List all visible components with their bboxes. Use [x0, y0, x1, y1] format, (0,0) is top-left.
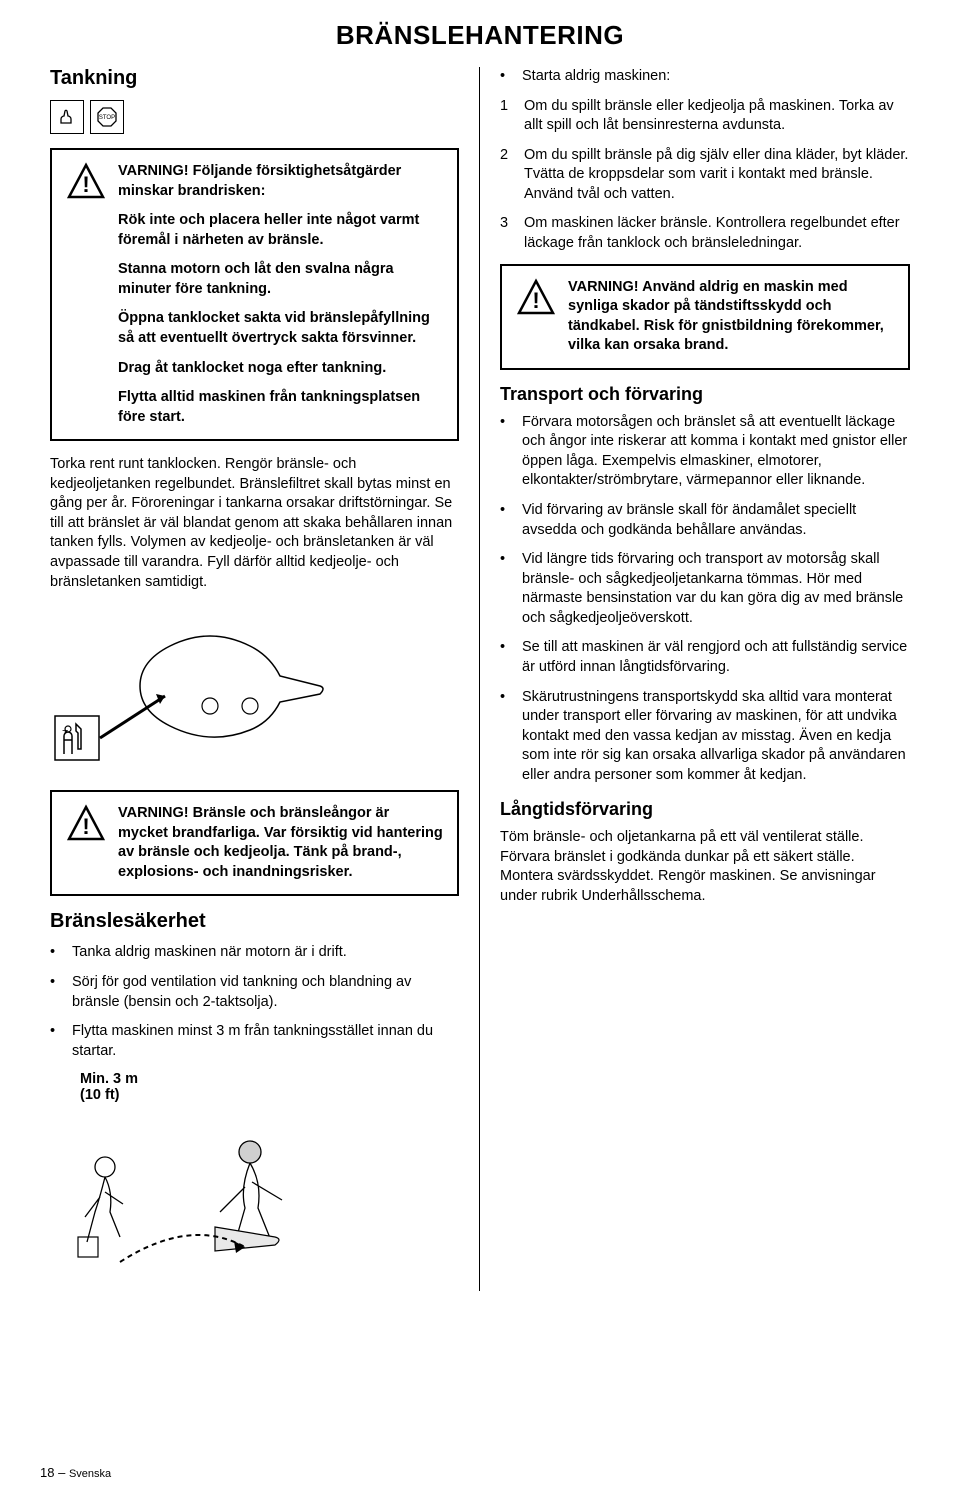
warning-triangle-icon: !	[66, 162, 106, 202]
list-item: Vid förvaring av bränsle skall för ändam…	[500, 501, 910, 540]
warning1-p5: Flytta alltid maskinen från tankningspla…	[118, 388, 443, 427]
warning1-p3: Öppna tanklocket sakta vid bränslepåfyll…	[118, 309, 443, 348]
warning1-p2: Stanna motorn och låt den svalna några m…	[118, 260, 443, 299]
list-item: 1 Om du spillt bränsle eller kedjeolja på…	[500, 97, 910, 136]
min-distance-label: Min. 3 m (10 ft)	[80, 1071, 459, 1103]
list-item: Tanka aldrig maskinen när motorn är i dr…	[50, 943, 459, 963]
svg-text:!: !	[82, 172, 89, 197]
num-text-0: Om du spillt bränsle eller kedjeolja på …	[524, 97, 910, 136]
page-title: BRÄNSLEHANTERING	[40, 20, 920, 51]
num-1: 1	[500, 97, 514, 136]
start-lead-list: Starta aldrig maskinen:	[500, 67, 910, 87]
warning-triangle-icon: !	[516, 278, 556, 318]
svg-text:STOP: STOP	[99, 115, 115, 121]
warning1-p4: Drag åt tanklocket noga efter tankning.	[118, 359, 443, 379]
transport-bullet-2: Vid längre tids förvaring och transport …	[522, 550, 910, 628]
tanklock-paragraph: Torka rent runt tanklocken. Rengör bräns…	[50, 455, 459, 592]
list-item: Skärutrustningens transportskydd ska all…	[500, 688, 910, 786]
warning-box-3: ! VARNING! Använd aldrig en maskin med s…	[500, 264, 910, 370]
warning2-text: VARNING! Bränsle och bränsleångor är myc…	[118, 804, 443, 882]
illustration-fuel-saw: +	[50, 606, 459, 776]
safety-bullet-1: Sörj för god ventilation vid tankning oc…	[72, 973, 459, 1012]
footer-dash: –	[54, 1465, 68, 1480]
heading-transport: Transport och förvaring	[500, 384, 910, 405]
warning-triangle-icon: !	[66, 804, 106, 844]
warning1-p1: Rök inte och placera heller inte något v…	[118, 211, 443, 250]
svg-text:+: +	[62, 725, 68, 737]
page-footer: 18 – Svenska	[40, 1465, 111, 1480]
transport-bullet-1: Vid förvaring av bränsle skall för ändam…	[522, 501, 910, 540]
footer-language: Svenska	[69, 1468, 111, 1480]
transport-bullet-3: Se till att maskinen är väl rengjord och…	[522, 638, 910, 677]
transport-bullets: Förvara motorsågen och bränslet så att e…	[500, 413, 910, 786]
num-3: 3	[500, 214, 514, 253]
icon-row: STOP	[50, 100, 459, 134]
illustration-distance	[50, 1117, 459, 1277]
left-column: Tankning STOP ! VARNING! Följande försik…	[40, 67, 480, 1291]
transport-bullet-0: Förvara motorsågen och bränslet så att e…	[522, 413, 910, 491]
num-2: 2	[500, 146, 514, 205]
list-item: Starta aldrig maskinen:	[500, 67, 910, 87]
page-number: 18	[40, 1465, 54, 1480]
right-column: Starta aldrig maskinen: 1 Om du spillt br…	[480, 67, 920, 1291]
list-item: Vid längre tids förvaring och transport …	[500, 550, 910, 628]
warning-box-2: ! VARNING! Bränsle och bränsleångor är m…	[50, 790, 459, 896]
num-text-2: Om maskinen läcker bränsle. Kontrollera …	[524, 214, 910, 253]
list-item: Se till att maskinen är väl rengjord och…	[500, 638, 910, 677]
heading-safety: Bränslesäkerhet	[50, 910, 459, 933]
heading-tankning: Tankning	[50, 67, 459, 90]
two-column-layout: Tankning STOP ! VARNING! Följande försik…	[40, 67, 920, 1291]
longterm-paragraph: Töm bränsle- och oljetankarna på ett väl…	[500, 828, 910, 906]
svg-text:!: !	[532, 288, 539, 313]
hand-icon	[50, 100, 84, 134]
svg-text:!: !	[82, 814, 89, 839]
numbered-list: 1 Om du spillt bränsle eller kedjeolja på…	[500, 97, 910, 254]
list-item: Förvara motorsågen och bränslet så att e…	[500, 413, 910, 491]
heading-longterm: Långtidsförvaring	[500, 799, 910, 820]
safety-bullet-0: Tanka aldrig maskinen när motorn är i dr…	[72, 943, 347, 963]
stop-icon: STOP	[90, 100, 124, 134]
transport-bullet-4: Skärutrustningens transportskydd ska all…	[522, 688, 910, 786]
warning1-lead: VARNING! Följande försiktighetsåtgärder …	[118, 162, 443, 201]
start-lead: Starta aldrig maskinen:	[522, 67, 670, 87]
safety-bullets: Tanka aldrig maskinen när motorn är i dr…	[50, 943, 459, 1061]
list-item: Sörj för god ventilation vid tankning oc…	[50, 973, 459, 1012]
list-item: Flytta maskinen minst 3 m från tanknings…	[50, 1022, 459, 1061]
list-item: 2Om du spillt bränsle på dig själv eller…	[500, 146, 910, 205]
warning-box-1: ! VARNING! Följande försiktighetsåtgärde…	[50, 148, 459, 441]
num-text-1: Om du spillt bränsle på dig själv eller …	[524, 146, 910, 205]
warning-content-1: VARNING! Följande försiktighetsåtgärder …	[118, 162, 443, 427]
safety-bullet-2: Flytta maskinen minst 3 m från tanknings…	[72, 1022, 459, 1061]
list-item: 3 Om maskinen läcker bränsle. Kontrollera…	[500, 214, 910, 253]
warning3-text: VARNING! Använd aldrig en maskin med syn…	[568, 278, 894, 356]
